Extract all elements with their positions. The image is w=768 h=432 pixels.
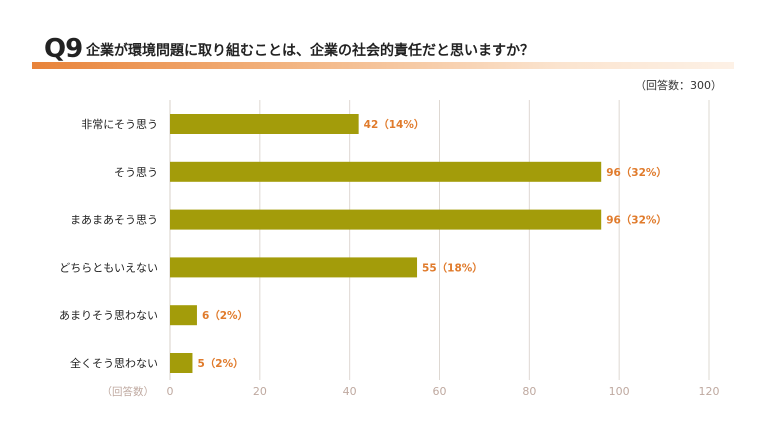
data-label: 55（18%） xyxy=(422,261,483,274)
x-tick-label: 40 xyxy=(343,385,357,398)
x-tick-label: 60 xyxy=(433,385,447,398)
question-text: 企業が環境問題に取り組むことは、企業の社会的責任だと思いますか？ xyxy=(86,43,534,59)
category-label: 全くそう思わない xyxy=(70,356,158,370)
bar xyxy=(170,353,193,373)
header-accent-bar xyxy=(32,62,734,69)
category-label: あまりそう思わない xyxy=(59,309,158,322)
bar xyxy=(170,209,602,230)
respondents-count: （回答数：300） xyxy=(635,79,722,92)
x-tick-label: 100 xyxy=(609,385,630,398)
axis-note: （回答数） xyxy=(102,385,155,398)
x-tick-label: 120 xyxy=(699,385,720,398)
bar xyxy=(170,161,602,182)
category-label: まあまあそう思う xyxy=(70,214,158,227)
data-label: 96（32%） xyxy=(606,166,667,179)
data-label: 42（14%） xyxy=(364,118,425,131)
bar xyxy=(170,305,197,326)
data-label: 6（2%） xyxy=(202,309,248,322)
category-label: 非常にそう思う xyxy=(81,118,158,131)
x-tick-label: 20 xyxy=(253,385,267,398)
data-label: 96（32%） xyxy=(606,214,667,227)
question-number: Q9 xyxy=(44,34,83,64)
bar xyxy=(170,114,359,134)
bar xyxy=(170,257,418,278)
x-tick-label: 80 xyxy=(522,385,536,398)
data-label: 5（2%） xyxy=(197,357,243,370)
category-label: そう思う xyxy=(114,166,158,179)
question-header: Q9 企業が環境問題に取り組むことは、企業の社会的責任だと思いますか？ xyxy=(32,34,734,74)
category-label: どちらともいえない xyxy=(59,261,158,274)
x-tick-label: 0 xyxy=(167,385,174,398)
